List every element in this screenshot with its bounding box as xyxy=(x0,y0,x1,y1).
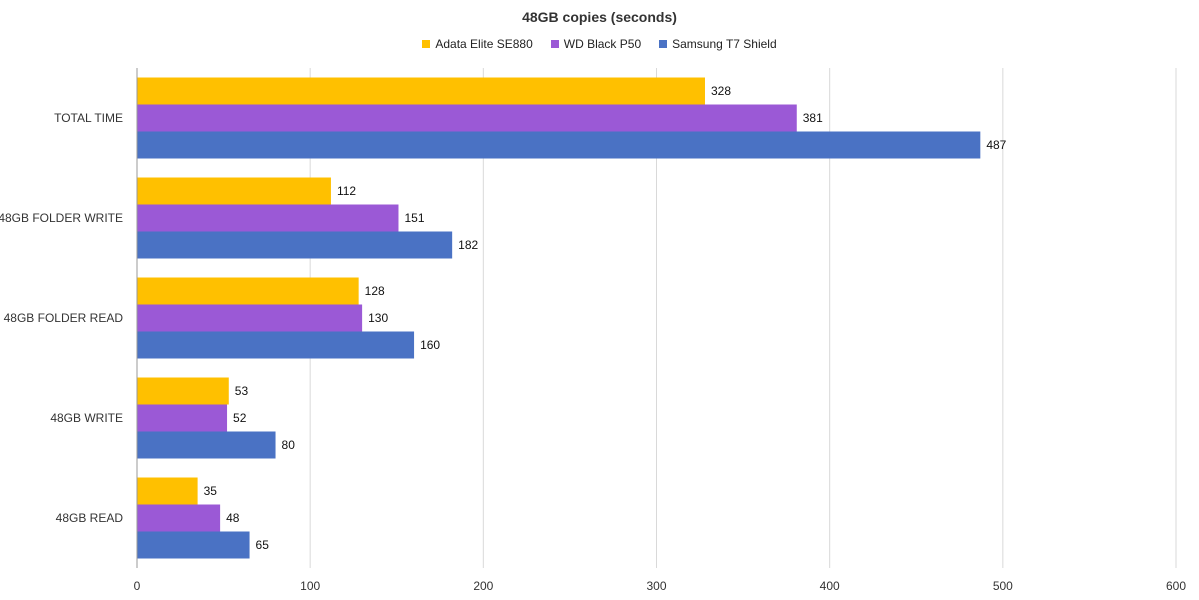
category-label: 48GB READ xyxy=(56,511,124,525)
x-tick-label: 500 xyxy=(993,579,1013,593)
bar xyxy=(137,404,228,432)
category-label: 48GB WRITE xyxy=(50,411,123,425)
bar xyxy=(137,77,705,105)
data-label: 487 xyxy=(986,138,1006,152)
legend-swatch-wd-black xyxy=(550,40,559,48)
bar xyxy=(137,104,797,132)
data-label: 112 xyxy=(337,184,356,198)
data-label: 35 xyxy=(204,484,218,498)
x-tick-label: 300 xyxy=(646,579,666,593)
data-label: 151 xyxy=(404,211,424,225)
legend-item-wd-black: WD Black P50 xyxy=(550,37,642,51)
bar xyxy=(137,477,198,505)
data-label: 328 xyxy=(711,84,731,98)
data-label: 182 xyxy=(458,238,478,252)
x-tick-label: 600 xyxy=(1166,579,1186,593)
legend-swatch-samsung xyxy=(659,40,668,48)
bar xyxy=(137,131,981,159)
legend-label-samsung: Samsung T7 Shield xyxy=(672,37,777,51)
category-label: 48GB FOLDER WRITE xyxy=(0,211,123,225)
x-tick-label: 0 xyxy=(134,579,141,593)
data-label: 128 xyxy=(365,284,385,298)
data-label: 130 xyxy=(368,311,388,325)
data-label: 80 xyxy=(282,438,296,452)
legend: Adata Elite SE880 WD Black P50 Samsung T… xyxy=(0,37,1199,51)
bar xyxy=(137,177,331,205)
data-label: 65 xyxy=(256,538,270,552)
chart-title: 48GB copies (seconds) xyxy=(522,9,677,25)
category-label: TOTAL TIME xyxy=(54,111,123,125)
bar xyxy=(137,331,415,359)
legend-item-adata: Adata Elite SE880 xyxy=(422,37,533,51)
bar xyxy=(137,377,229,405)
data-label: 160 xyxy=(420,338,440,352)
legend-swatch-adata xyxy=(422,40,431,48)
x-tick-label: 400 xyxy=(820,579,840,593)
data-label: 52 xyxy=(233,411,247,425)
bar xyxy=(137,231,453,259)
legend-label-adata: Adata Elite SE880 xyxy=(435,37,533,51)
legend-item-samsung: Samsung T7 Shield xyxy=(659,37,777,51)
category-label: 48GB FOLDER READ xyxy=(4,311,124,325)
bar xyxy=(137,304,363,332)
bar xyxy=(137,504,221,532)
data-label: 53 xyxy=(235,384,249,398)
bar xyxy=(137,277,359,305)
data-label: 381 xyxy=(803,111,823,125)
x-tick-label: 100 xyxy=(300,579,320,593)
bar xyxy=(137,431,276,459)
x-tick-label: 200 xyxy=(473,579,493,593)
bar xyxy=(137,531,250,559)
data-label: 48 xyxy=(226,511,240,525)
bar xyxy=(137,204,399,232)
legend-label-wd-black: WD Black P50 xyxy=(563,37,642,51)
